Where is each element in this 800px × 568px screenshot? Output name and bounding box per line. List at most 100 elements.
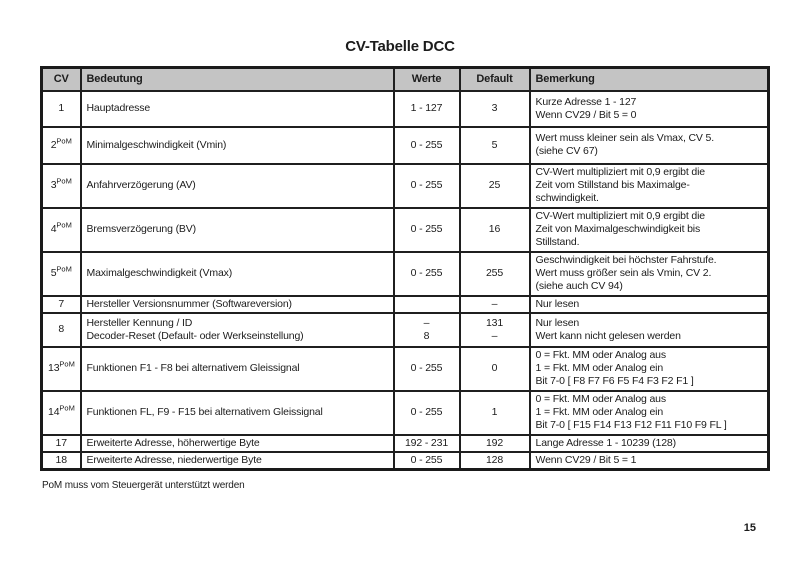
werte-cell: 0 - 255	[392, 206, 461, 253]
default-cell-line: –	[491, 329, 498, 342]
table-row: 18 Erweiterte Adresse, niederwertige Byte…	[40, 450, 770, 470]
bedeutung-cell: Funktionen F1 - F8 bei alternativem Glei…	[79, 345, 395, 392]
bemerkung-cell: Wert muss kleiner sein als Vmax, CV 5. (s…	[528, 125, 770, 165]
bedeutung-cell-line: Hersteller Versionsnummer (Softwareversi…	[86, 297, 293, 310]
bedeutung-cell-line: Erweiterte Adresse, niederwertige Byte	[86, 453, 262, 466]
pom-superscript: PoM	[59, 403, 75, 413]
cv-cell: 2PoM	[40, 125, 82, 165]
werte-cell-line: 8	[423, 329, 430, 342]
bedeutung-cell: Erweiterte Adresse, höherwertige Byte	[79, 433, 395, 453]
bemerkung-cell-line: 1 = Fkt. MM oder Analog ein	[535, 362, 664, 374]
werte-cell-line: –	[423, 316, 430, 329]
werte-cell	[392, 294, 461, 314]
werte-cell-line: 0 - 255	[410, 223, 443, 235]
bedeutung-cell: Anfahrverzögerung (AV)	[79, 162, 395, 209]
default-cell-line: 16	[488, 223, 501, 235]
column-header-bedeutung: Bedeutung	[79, 66, 395, 92]
bedeutung-cell-line: Erweiterte Adresse, höherwertige Byte	[86, 436, 260, 449]
werte-cell: 1 - 127	[392, 89, 461, 128]
bemerkung-cell-line: (siehe auch CV 94)	[535, 280, 623, 292]
default-cell-line: 192	[485, 436, 504, 449]
default-cell: 131–	[458, 311, 531, 348]
bemerkung-cell-line: Wert muss größer sein als Vmin, CV 2.	[535, 267, 712, 279]
werte-cell-line: 0 - 255	[410, 453, 443, 466]
default-cell: 16	[458, 206, 531, 253]
bemerkung-cell: Geschwindigkeit bei höchster Fahrstufe. W…	[528, 250, 770, 297]
bedeutung-cell-line: Maximalgeschwindigkeit (Vmax)	[86, 267, 233, 279]
bemerkung-cell-line: 0 = Fkt. MM oder Analog aus	[535, 349, 667, 361]
bedeutung-cell-line: Anfahrverzögerung (AV)	[86, 179, 196, 191]
bemerkung-cell-line: CV-Wert multipliziert mit 0,9 ergibt die	[535, 210, 706, 222]
bemerkung-cell-line: Geschwindigkeit bei höchster Fahrstufe.	[535, 254, 717, 266]
default-cell-line: 3	[491, 102, 498, 114]
bedeutung-cell: Funktionen FL, F9 - F15 bei alternativem…	[79, 389, 395, 436]
werte-cell: 0 - 255	[392, 125, 461, 165]
pom-superscript: PoM	[56, 264, 72, 274]
bedeutung-cell: Minimalgeschwindigkeit (Vmin)	[79, 125, 395, 165]
default-cell-line: 1	[491, 406, 498, 418]
page-title: CV-Tabelle DCC	[345, 38, 455, 55]
werte-cell: 0 - 255	[392, 250, 461, 297]
bemerkung-cell: 0 = Fkt. MM oder Analog aus 1 = Fkt. MM o…	[528, 345, 770, 392]
bedeutung-cell-line: Hersteller Kennung / ID	[86, 316, 193, 329]
default-cell-line: 131	[485, 316, 504, 329]
cv-table-container: CV Bedeutung Werte Default Bemerkung 1 Haupta…	[40, 66, 770, 471]
bemerkung-cell: Nur lesen	[528, 294, 770, 314]
table-row: 17 Erweiterte Adresse, höherwertige Byte 1…	[40, 433, 770, 453]
bemerkung-cell-line: Zeit vom Stillstand bis Maximalge-	[535, 179, 690, 191]
pom-footnote: PoM muss vom Steuergerät unterstützt wer…	[42, 480, 245, 491]
bemerkung-cell-line: Wenn CV29 / Bit 5 = 0	[535, 108, 637, 121]
pom-superscript: PoM	[56, 136, 72, 145]
werte-cell: 192 - 231	[392, 433, 461, 453]
cv-cell: 13PoM	[40, 345, 82, 392]
werte-cell-line: 0 - 255	[410, 362, 443, 374]
bemerkung-cell-line: Zeit von Maximalgeschwindigkeit bis	[535, 223, 701, 235]
bemerkung-cell-line: Nur lesen	[535, 297, 580, 310]
werte-cell: 0 - 255	[392, 389, 461, 436]
bemerkung-cell-line: Kurze Adresse 1 - 127	[535, 95, 637, 108]
werte-cell: 0 - 255	[392, 345, 461, 392]
bemerkung-cell-line: Wert kann nicht gelesen werden	[535, 329, 681, 342]
bedeutung-cell: Hauptadresse	[79, 89, 395, 128]
pom-superscript: PoM	[56, 220, 72, 230]
pom-superscript: PoM	[56, 176, 72, 186]
bedeutung-cell: Erweiterte Adresse, niederwertige Byte	[79, 450, 395, 470]
bemerkung-cell: CV-Wert multipliziert mit 0,9 ergibt die…	[528, 206, 770, 253]
bemerkung-cell-line: Lange Adresse 1 - 10239 (128)	[535, 436, 677, 449]
bedeutung-cell-line: Bremsverzögerung (BV)	[86, 223, 197, 235]
cv-cell: 14PoM	[40, 389, 82, 436]
table-row: 8 Hersteller Kennung / ID Decoder-Reset (D…	[40, 311, 770, 348]
cv-cell: 17	[40, 433, 82, 453]
table-row: 4PoM Bremsverzögerung (BV) 0 - 255 16 CV-Wer…	[40, 206, 770, 253]
default-cell: 3	[458, 89, 531, 128]
default-cell-line: 0	[491, 362, 498, 374]
bedeutung-cell: Maximalgeschwindigkeit (Vmax)	[79, 250, 395, 297]
default-cell: 192	[458, 433, 531, 453]
table-row: 2PoM Minimalgeschwindigkeit (Vmin) 0 - 255…	[40, 125, 770, 165]
table-row: 3PoM Anfahrverzögerung (AV) 0 - 255 25 CV-We…	[40, 162, 770, 209]
default-cell: 1	[458, 389, 531, 436]
bemerkung-cell: CV-Wert multipliziert mit 0,9 ergibt die…	[528, 162, 770, 209]
bedeutung-cell-line: Funktionen FL, F9 - F15 bei alternativem…	[86, 406, 323, 418]
cv-table: CV Bedeutung Werte Default Bemerkung 1 Haupta…	[40, 66, 770, 471]
bedeutung-cell: Hersteller Versionsnummer (Softwareversi…	[79, 294, 395, 314]
default-cell-line: 5	[491, 138, 498, 151]
column-header-bemerkung: Bemerkung	[528, 66, 770, 92]
werte-cell: 0 - 255	[392, 450, 461, 470]
bemerkung-cell: 0 = Fkt. MM oder Analog aus 1 = Fkt. MM o…	[528, 389, 770, 436]
pom-superscript: PoM	[59, 359, 75, 369]
werte-cell-line: 0 - 255	[410, 406, 443, 418]
bemerkung-cell: Lange Adresse 1 - 10239 (128)	[528, 433, 770, 453]
table-row: 1 Hauptadresse 1 - 127 3 Kurze Adresse 1 - 1…	[40, 89, 770, 128]
bedeutung-cell-line: Decoder-Reset (Default- oder Werkseinste…	[86, 329, 304, 342]
default-cell: 5	[458, 125, 531, 165]
bemerkung-cell-line: 0 = Fkt. MM oder Analog aus	[535, 393, 667, 405]
bedeutung-cell: Hersteller Kennung / ID Decoder-Reset (De…	[79, 311, 395, 348]
bemerkung-cell-line: Bit 7-0 [ F8 F7 F6 F5 F4 F3 F2 F1 ]	[535, 375, 694, 387]
default-cell-line: 255	[485, 267, 504, 279]
default-cell: 25	[458, 162, 531, 209]
werte-cell-line: 0 - 255	[410, 267, 443, 279]
bemerkung-cell-line: Nur lesen	[535, 316, 580, 329]
default-cell-line: 25	[488, 179, 501, 191]
bemerkung-cell-line: 1 = Fkt. MM oder Analog ein	[535, 406, 664, 418]
